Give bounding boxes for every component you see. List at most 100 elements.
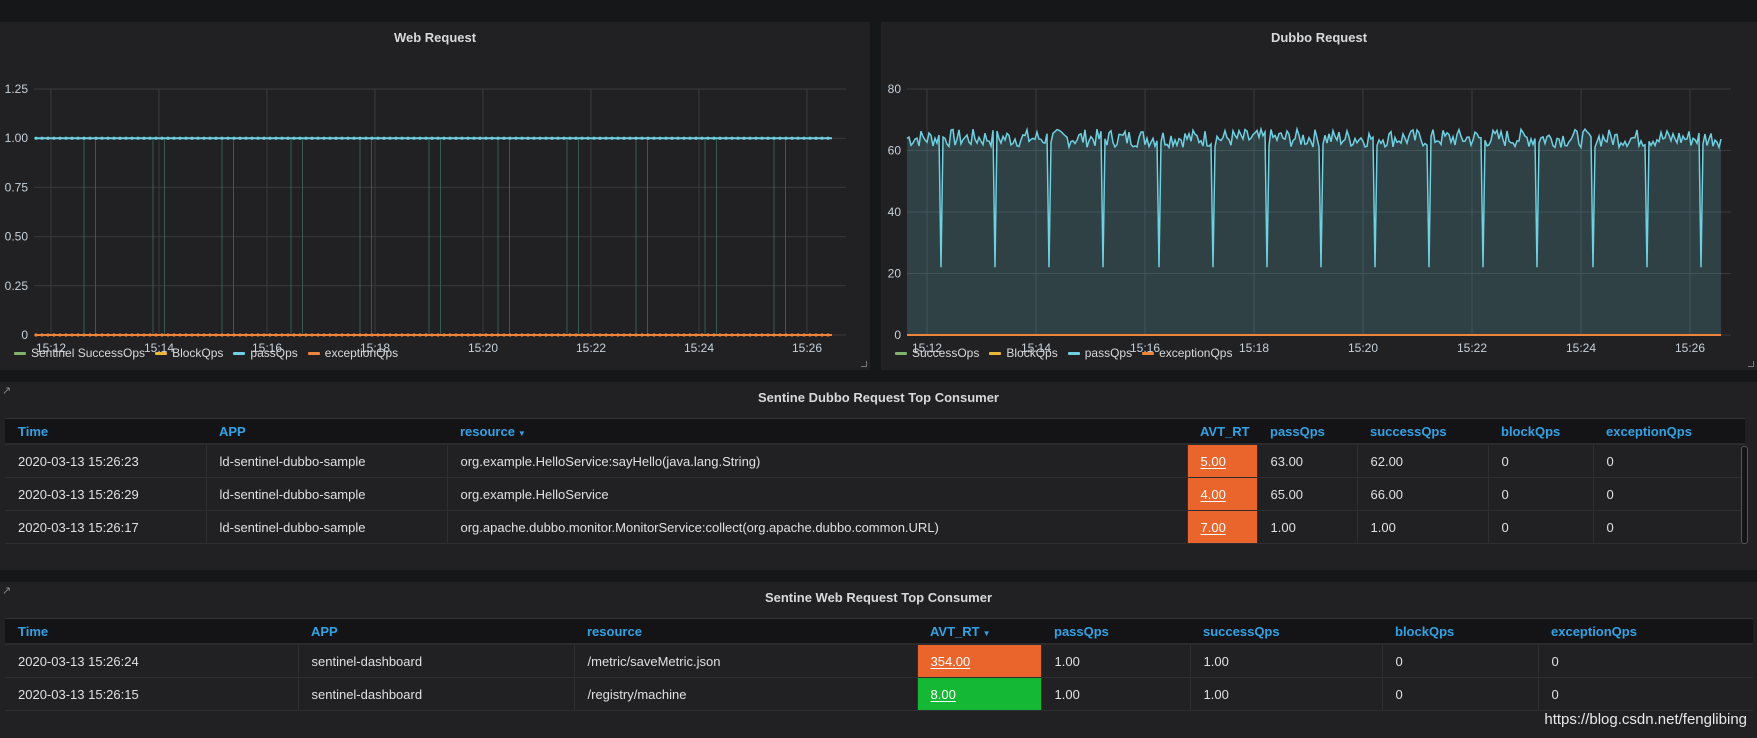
cell-avt-rt[interactable]: 7.00 <box>1187 510 1258 544</box>
cell-avt-rt[interactable]: 354.00 <box>917 644 1042 678</box>
point-passqps <box>58 136 62 140</box>
point-passqps <box>586 136 590 140</box>
column-header-avt-rt[interactable]: AVT_RT ▼ <box>917 618 1041 645</box>
resize-handle[interactable] <box>861 361 867 367</box>
point-passqps <box>52 136 56 140</box>
point-passqps <box>712 136 716 140</box>
point-exceptionqps <box>544 333 548 337</box>
external-link-icon[interactable]: ↗ <box>2 385 12 397</box>
legend-item-exception[interactable]: exceptionQps <box>307 346 398 360</box>
point-exceptionqps <box>148 333 152 337</box>
point-passqps <box>184 136 188 140</box>
point-passqps <box>418 136 422 140</box>
cell-blockqps: 0 <box>1382 677 1539 711</box>
point-exceptionqps <box>46 333 50 337</box>
external-link-icon[interactable]: ↗ <box>2 585 12 597</box>
point-exceptionqps <box>112 333 116 337</box>
point-passqps <box>196 136 200 140</box>
column-header-time[interactable]: Time <box>5 618 298 645</box>
point-passqps <box>634 136 638 140</box>
column-header-time[interactable]: Time <box>5 418 206 445</box>
legend-item-block[interactable]: BlockQps <box>155 346 223 360</box>
y-tick-label: 0 <box>21 328 28 342</box>
point-passqps <box>358 136 362 140</box>
y-tick-label: 0.25 <box>5 279 29 293</box>
point-passqps <box>616 136 620 140</box>
cell-app: ld-sentinel-dubbo-sample <box>206 444 448 478</box>
point-exceptionqps <box>316 333 320 337</box>
column-header-blockqps[interactable]: blockQps <box>1488 418 1593 445</box>
column-header-app[interactable]: APP <box>206 418 447 445</box>
column-header-passqps[interactable]: passQps <box>1041 618 1190 645</box>
column-header-exceptionqps[interactable]: exceptionQps <box>1593 418 1745 445</box>
point-exceptionqps <box>484 333 488 337</box>
point-exceptionqps <box>796 333 800 337</box>
legend-item-block[interactable]: BlockQps <box>989 346 1058 360</box>
point-passqps <box>526 136 530 140</box>
point-exceptionqps <box>652 333 656 337</box>
cell-avt-rt[interactable]: 4.00 <box>1187 477 1258 511</box>
resize-handle[interactable] <box>1748 361 1754 367</box>
point-exceptionqps <box>418 333 422 337</box>
point-passqps <box>478 136 482 140</box>
legend-item-success[interactable]: SuccessOps <box>895 346 979 360</box>
point-exceptionqps <box>82 333 86 337</box>
legend-item-exception[interactable]: exceptionQps <box>1142 346 1232 360</box>
point-exceptionqps <box>34 333 38 337</box>
point-exceptionqps <box>562 333 566 337</box>
point-exceptionqps <box>202 333 206 337</box>
point-passqps <box>142 136 146 140</box>
column-header-resource[interactable]: resource <box>574 618 917 645</box>
point-exceptionqps <box>514 333 518 337</box>
panel-title[interactable]: Dubbo Request <box>1270 30 1368 45</box>
point-passqps <box>466 136 470 140</box>
point-exceptionqps <box>538 333 542 337</box>
point-passqps <box>640 136 644 140</box>
table-scrollbar[interactable] <box>1741 446 1748 544</box>
point-passqps <box>622 136 626 140</box>
point-passqps <box>346 136 350 140</box>
column-header-blockqps[interactable]: blockQps <box>1382 618 1538 645</box>
point-passqps <box>112 136 116 140</box>
point-passqps <box>532 136 536 140</box>
cell-app: sentinel-dashboard <box>298 644 575 678</box>
point-passqps <box>118 136 122 140</box>
legend-item-pass[interactable]: passQps <box>1067 346 1132 360</box>
point-exceptionqps <box>628 333 632 337</box>
point-passqps <box>292 136 296 140</box>
point-exceptionqps <box>172 333 176 337</box>
point-passqps <box>502 136 506 140</box>
legend-item-success[interactable]: Sentinel SuccessOps <box>14 346 145 360</box>
cell-avt-rt[interactable]: 8.00 <box>917 677 1042 711</box>
column-header-exceptionqps[interactable]: exceptionQps <box>1538 618 1753 645</box>
x-tick-label: 15:26 <box>792 341 822 355</box>
point-exceptionqps <box>304 333 308 337</box>
point-exceptionqps <box>346 333 350 337</box>
point-exceptionqps <box>262 333 266 337</box>
column-header-app[interactable]: APP <box>298 618 574 645</box>
panel-title[interactable]: Sentine Web Request Top Consumer <box>764 590 993 605</box>
point-passqps <box>82 136 86 140</box>
point-exceptionqps <box>190 333 194 337</box>
panel-title[interactable]: Web Request <box>393 30 477 45</box>
cell-time: 2020-03-13 15:26:29 <box>5 477 207 511</box>
cell-successqps: 62.00 <box>1357 444 1489 478</box>
point-exceptionqps <box>250 333 254 337</box>
legend-item-pass[interactable]: passQps <box>233 346 298 360</box>
point-exceptionqps <box>394 333 398 337</box>
column-header-avt-rt[interactable]: AVT_RT <box>1187 418 1257 445</box>
column-header-successqps[interactable]: successQps <box>1357 418 1488 445</box>
cell-avt-rt[interactable]: 5.00 <box>1187 444 1258 478</box>
y-tick-label: 80 <box>888 82 902 96</box>
point-exceptionqps <box>196 333 200 337</box>
panel-title[interactable]: Sentine Dubbo Request Top Consumer <box>758 390 999 405</box>
column-header-passqps[interactable]: passQps <box>1257 418 1357 445</box>
point-exceptionqps <box>532 333 536 337</box>
point-exceptionqps <box>724 333 728 337</box>
column-header-successqps[interactable]: successQps <box>1190 618 1382 645</box>
point-exceptionqps <box>622 333 626 337</box>
column-header-resource[interactable]: resource ▼ <box>447 418 1187 445</box>
point-exceptionqps <box>730 333 734 337</box>
